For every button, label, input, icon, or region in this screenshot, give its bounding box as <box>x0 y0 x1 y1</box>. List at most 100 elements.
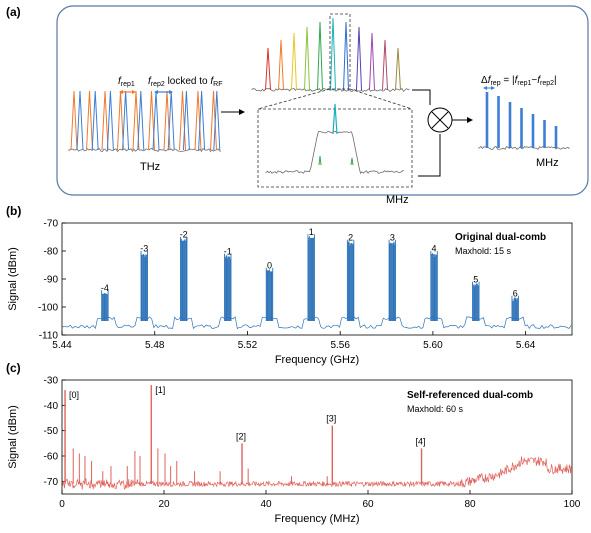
chart-self-referenced-dual-comb: 0 20 40 60 80 100 -70 -60 -50 -40 -30 Frequency (MH… <box>7 376 581 526</box>
comb-line <box>395 47 401 91</box>
comb-line <box>317 21 323 91</box>
x-tick-label: 80 <box>464 499 476 510</box>
zoom-region <box>329 13 351 90</box>
panel-b-label: (b) <box>6 204 21 218</box>
chart-title: Original dual-comb <box>455 232 546 243</box>
comb-line--4 <box>101 290 109 321</box>
comb-line-4 <box>430 251 438 321</box>
comb-line-3 <box>388 239 397 321</box>
x-tick-label: 5.56 <box>330 340 350 351</box>
comb-line-label: 0 <box>267 260 272 270</box>
thz-blue-line <box>213 90 221 151</box>
comb-line--1 <box>224 253 232 321</box>
x-tick-label: 0 <box>59 499 65 510</box>
thz-orange-line <box>210 90 217 151</box>
comb-line <box>369 32 375 91</box>
chart-title: Self-referenced dual-comb <box>407 390 533 401</box>
thz-blue-line <box>182 90 190 151</box>
comb-line-label: -2 <box>180 230 188 240</box>
x-tick-label: 60 <box>362 499 374 510</box>
y-tick-label: -30 <box>44 376 59 387</box>
thz-orange-line <box>101 90 109 151</box>
thz-blue-line <box>76 90 84 151</box>
output-comb-line <box>497 96 500 148</box>
inset-peak <box>332 103 338 135</box>
output-comb-line <box>543 120 546 148</box>
x-tick-label: 5.48 <box>145 340 165 351</box>
thz-orange-line <box>70 90 78 151</box>
comb-line <box>304 26 310 91</box>
panel-a-label: (a) <box>6 5 21 19</box>
y-tick-label: -100 <box>38 303 58 314</box>
y-tick-label: -60 <box>44 452 59 463</box>
comb-line-label: 4 <box>432 244 437 254</box>
comb-line-0 <box>265 267 274 321</box>
x-tick-label: 5.52 <box>238 340 258 351</box>
plot-frame <box>61 379 573 495</box>
comb-line-6 <box>511 295 519 321</box>
comb-line-label: 3 <box>390 232 395 242</box>
thz-blue-line <box>167 90 175 151</box>
y-tick-label: -110 <box>39 331 59 342</box>
chart-subtitle: Maxhold: 15 s <box>455 246 512 256</box>
comb-line-label: 2 <box>348 232 353 242</box>
inset-mhz-label: MHz <box>386 194 409 206</box>
thz-blue-line <box>91 90 99 151</box>
thz-label: THz <box>140 161 160 173</box>
y-tick-label: -90 <box>44 275 59 286</box>
comb-line--3 <box>140 251 148 321</box>
comb-line-label: 6 <box>513 288 518 298</box>
x-tick-label: 100 <box>564 499 581 510</box>
noise-trace <box>61 316 572 330</box>
comb-line <box>291 32 297 91</box>
comb-line <box>343 21 349 91</box>
thz-comb-spectrum <box>67 90 222 153</box>
comb-line-label: -3 <box>140 244 148 254</box>
peak-label: [0] <box>69 390 79 400</box>
peak-label: [3] <box>326 414 336 424</box>
thz-orange-line <box>132 90 140 151</box>
delta-frep-label: Δfrep = |frep1−frep2| <box>481 75 557 87</box>
thz-blue-line <box>106 90 114 151</box>
comb-line <box>265 47 271 91</box>
x-tick-label: 5.60 <box>423 340 443 351</box>
y-axis-label: Signal (dBm) <box>7 405 19 469</box>
output-mhz-label: MHz <box>536 157 559 169</box>
thz-blue-line <box>122 90 130 151</box>
comb-line <box>356 26 362 91</box>
x-axis-label: Frequency (MHz) <box>275 513 360 525</box>
y-tick-label: -80 <box>44 247 59 258</box>
zoom-inset-box <box>257 108 413 188</box>
chart-subtitle: Maxhold: 60 s <box>407 404 464 414</box>
thz-orange-line <box>117 90 124 151</box>
output-comb-line <box>554 126 558 148</box>
x-tick-label: 5.44 <box>52 340 72 351</box>
comb-line-label: -4 <box>101 283 109 293</box>
output-comb-spectrum <box>477 92 570 150</box>
thz-blue-line <box>137 90 145 151</box>
schematic-box <box>56 5 589 196</box>
peak-label: [2] <box>236 431 246 441</box>
y-tick-label: -50 <box>44 426 59 437</box>
comb-line-2 <box>346 239 355 321</box>
y-axis-label: Signal (dBm) <box>7 247 19 311</box>
comb-line-1 <box>307 234 315 321</box>
thz-blue-line <box>198 90 206 151</box>
thz-orange-line <box>86 90 93 151</box>
x-axis-label: Frequency (GHz) <box>275 354 359 366</box>
y-tick-label: -70 <box>44 477 59 488</box>
y-tick-label: -40 <box>44 401 59 412</box>
comb-line-label: 5 <box>473 274 478 284</box>
comb-line-label: -1 <box>224 246 232 256</box>
x-tick-label: 5.64 <box>516 340 536 351</box>
zoom-inset-spectrum <box>265 103 405 175</box>
frep1-label: frep1 <box>118 76 135 88</box>
x-tick-label: 20 <box>158 499 170 510</box>
y-tick-label: -70 <box>44 219 59 230</box>
chart-original-dual-comb: 5.44 5.48 5.52 5.56 5.60 5.64 -110 -100 -90 -80 -7… <box>7 219 573 366</box>
comb-line <box>330 17 336 91</box>
thz-blue-line <box>152 90 160 151</box>
rainbow-comb-spectrum <box>251 17 410 93</box>
peak-label: [4] <box>416 436 426 446</box>
